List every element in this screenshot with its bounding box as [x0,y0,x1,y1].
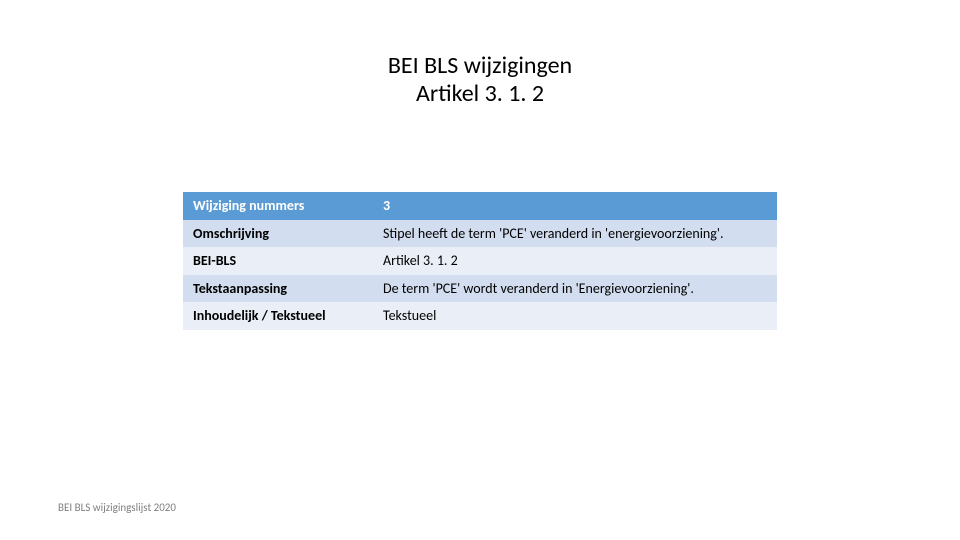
footer-text: BEI BLS wijzigingslijst 2020 [58,501,176,514]
row-label: Tekstaanpassing [183,275,373,303]
row-label: BEI-BLS [183,247,373,275]
row-label: Omschrijving [183,220,373,248]
row-value: De term 'PCE' wordt veranderd in 'Energi… [373,275,777,303]
changes-table: Wijziging nummers 3 Omschrijving Stipel … [183,192,777,330]
row-value: Stipel heeft de term 'PCE' veranderd in … [373,220,777,248]
table-row: BEI-BLS Artikel 3. 1. 2 [183,247,777,275]
row-value: Tekstueel [373,302,777,330]
title-line-1: BEI BLS wijzigingen [0,52,960,80]
table-row: Inhoudelijk / Tekstueel Tekstueel [183,302,777,330]
row-value: Artikel 3. 1. 2 [373,247,777,275]
row-label: Wijziging nummers [183,192,373,220]
table-row: Omschrijving Stipel heeft de term 'PCE' … [183,220,777,248]
row-label: Inhoudelijk / Tekstueel [183,302,373,330]
row-value: 3 [373,192,777,220]
title-line-2: Artikel 3. 1. 2 [0,80,960,108]
page-title: BEI BLS wijzigingen Artikel 3. 1. 2 [0,52,960,107]
table-row: Tekstaanpassing De term 'PCE' wordt vera… [183,275,777,303]
table-row: Wijziging nummers 3 [183,192,777,220]
